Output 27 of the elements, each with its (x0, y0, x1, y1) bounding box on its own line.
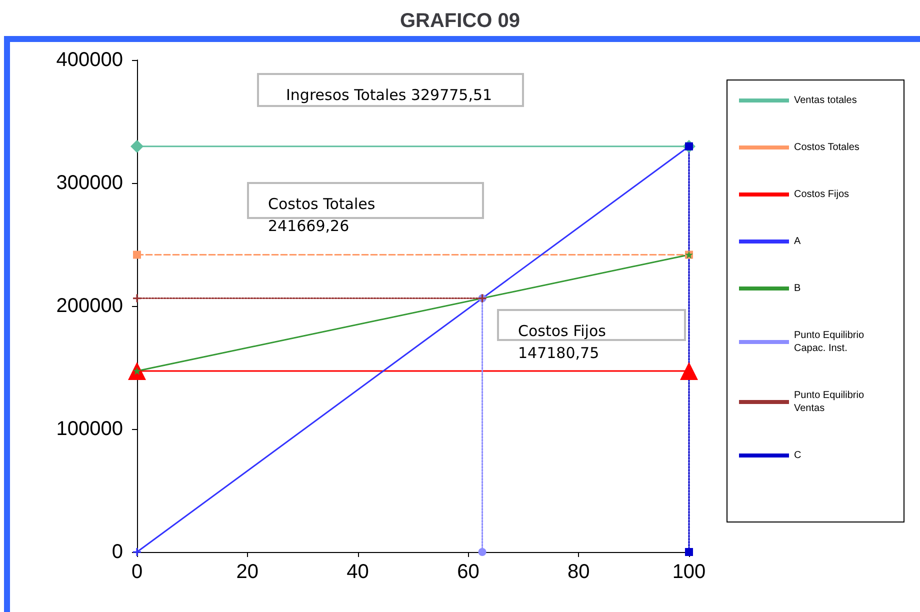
x-tick-label: 40 (346, 561, 369, 583)
legend-label: Punto Equilibrio Capac. Inst. (794, 330, 867, 354)
chart-title: GRAFICO 09 (400, 10, 520, 32)
y-tick-label: 200000 (56, 295, 123, 317)
point (133, 250, 141, 259)
legend-label: B (794, 283, 801, 294)
point (130, 140, 144, 153)
annotation: Costos Totales 241669,26 (268, 195, 380, 235)
x-tick-label: 80 (567, 561, 590, 583)
legend-label: Costos Totales (794, 142, 860, 153)
point (478, 548, 486, 556)
legend-label: C (794, 450, 802, 461)
annotation: Ingresos Totales 329775,51 (286, 86, 492, 104)
y-tick-label: 400000 (56, 49, 123, 71)
legend-label: A (794, 236, 801, 247)
legend-label: Punto Equilibrio Ventas (794, 390, 867, 414)
legend-label: Ventas totales (794, 95, 857, 106)
y-tick-label: 0 (112, 541, 123, 563)
y-tick-label: 100000 (56, 418, 123, 440)
x-tick-label: 0 (131, 561, 143, 583)
y-tick-label: 300000 (56, 172, 123, 194)
x-tick-label: 60 (457, 561, 480, 583)
point (133, 294, 141, 302)
annotation: Costos Fijos 147180,75 (518, 322, 611, 362)
x-tick-label: 100 (672, 561, 706, 583)
legend-label: Costos Fijos (794, 189, 850, 200)
x-tick-label: 20 (236, 561, 259, 583)
